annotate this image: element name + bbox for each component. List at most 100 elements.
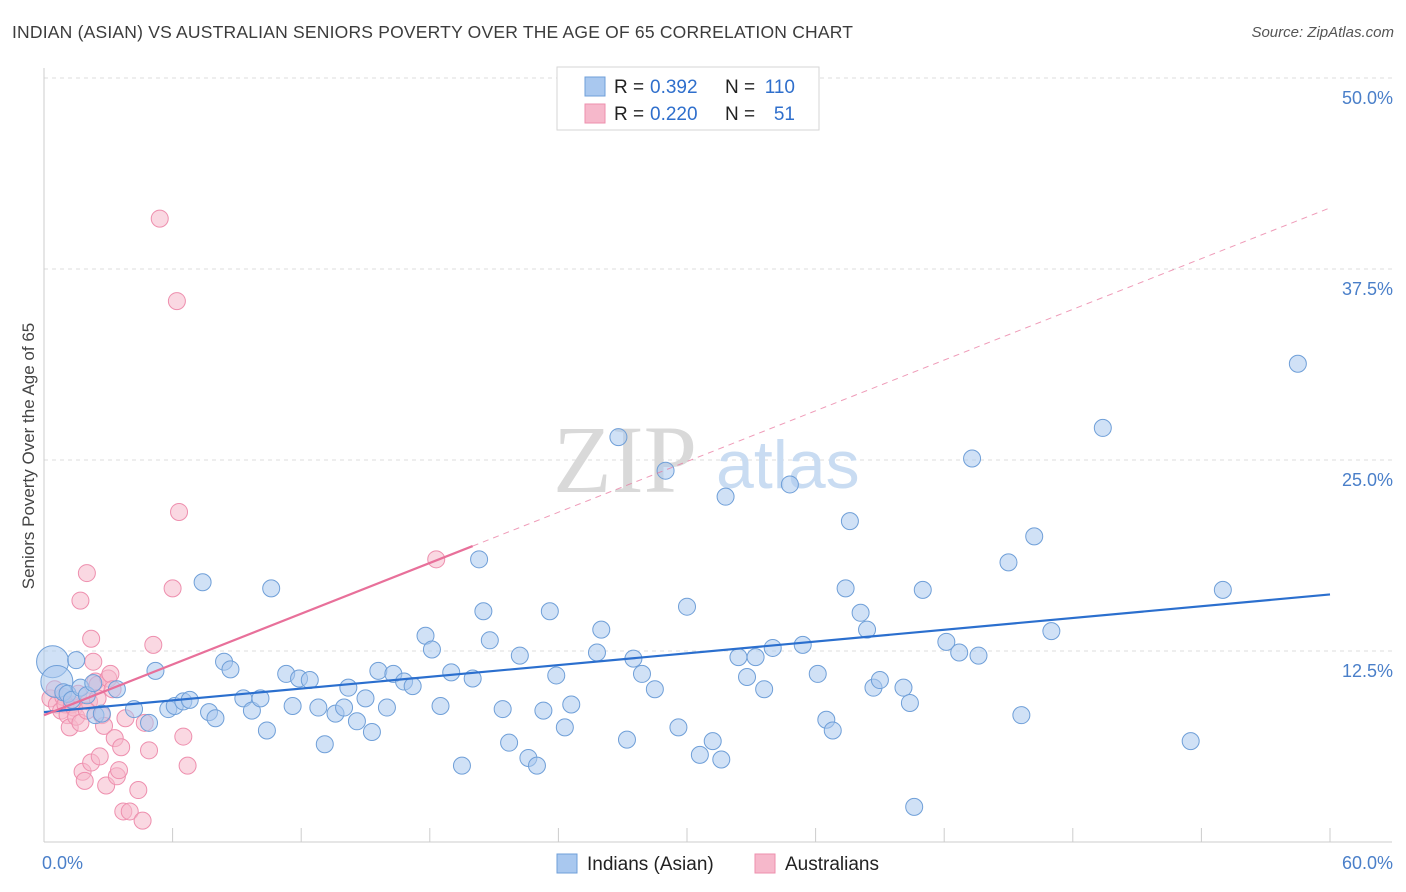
indian-point bbox=[999, 553, 1018, 572]
indian-point bbox=[1213, 580, 1232, 599]
australian-point bbox=[150, 209, 169, 228]
indian-point bbox=[67, 651, 86, 670]
indian-point bbox=[716, 487, 735, 506]
bottom-legend-label-indians: Indians (Asian) bbox=[587, 854, 714, 875]
indian-point bbox=[251, 689, 270, 708]
legend-r-label-2: R = bbox=[614, 104, 644, 125]
x-tick-label-min: 0.0% bbox=[42, 853, 83, 873]
watermark-zip: ZIP bbox=[553, 406, 697, 513]
indian-point bbox=[442, 663, 461, 682]
indian-point bbox=[793, 635, 812, 654]
indian-point bbox=[894, 678, 913, 697]
bottom-legend-label-australians: Australians bbox=[785, 854, 879, 875]
australian-point bbox=[112, 738, 131, 757]
indian-point bbox=[452, 756, 471, 775]
indian-point bbox=[913, 580, 932, 599]
indian-point bbox=[510, 646, 529, 665]
indian-point bbox=[1181, 732, 1200, 751]
indian-point bbox=[1288, 354, 1307, 373]
legend-n-label-2: N = bbox=[725, 104, 755, 125]
series-legend: Indians (Asian) Australians bbox=[556, 853, 879, 875]
indian-point bbox=[403, 677, 422, 696]
legend-r-value-1: 0.392 bbox=[650, 77, 698, 98]
indian-point bbox=[840, 512, 859, 531]
indian-point bbox=[823, 721, 842, 740]
indian-point bbox=[729, 648, 748, 667]
indian-point bbox=[712, 750, 731, 769]
legend-n-value-1: 110 bbox=[765, 77, 795, 98]
australians-trend-line bbox=[43, 545, 474, 717]
indian-point bbox=[645, 680, 664, 699]
indian-point bbox=[431, 697, 450, 716]
indian-point bbox=[617, 730, 636, 749]
y-tick-label-25: 25.0% bbox=[1342, 470, 1393, 490]
legend-swatch-blue bbox=[584, 76, 606, 97]
indians-points bbox=[36, 354, 1307, 816]
indian-point bbox=[703, 732, 722, 751]
indian-point bbox=[480, 631, 499, 650]
indian-point bbox=[283, 697, 302, 716]
indian-point bbox=[808, 664, 827, 683]
australian-point bbox=[75, 771, 94, 790]
australian-point bbox=[133, 811, 152, 830]
indian-point bbox=[242, 701, 261, 720]
indian-point bbox=[540, 602, 559, 621]
australian-point bbox=[90, 747, 109, 766]
indian-point bbox=[763, 638, 782, 657]
legend-swatch-pink bbox=[584, 103, 606, 124]
indian-point bbox=[738, 667, 757, 686]
indian-point bbox=[1025, 527, 1044, 546]
indian-point bbox=[587, 643, 606, 662]
indian-point bbox=[562, 695, 581, 714]
y-axis-title: Seniors Poverty Over the Age of 65 bbox=[19, 323, 38, 589]
indian-point bbox=[870, 671, 889, 690]
australian-point bbox=[82, 629, 101, 648]
y-tick-label-12-5: 12.5% bbox=[1342, 661, 1393, 681]
indian-point bbox=[592, 620, 611, 639]
legend-r-label-1: R = bbox=[614, 77, 644, 98]
bottom-legend-swatch-indians bbox=[556, 853, 578, 874]
indian-point bbox=[555, 718, 574, 737]
indian-point bbox=[470, 550, 489, 569]
indian-point bbox=[474, 602, 493, 621]
australian-point bbox=[167, 292, 186, 311]
indian-point bbox=[221, 660, 240, 679]
correlation-legend: R = 0.392 N = 110 R = 0.220 N = 51 bbox=[556, 66, 820, 131]
australian-point bbox=[163, 579, 182, 598]
indian-point bbox=[527, 756, 546, 775]
indian-point bbox=[755, 680, 774, 699]
indian-point bbox=[262, 579, 281, 598]
indian-point bbox=[656, 461, 675, 480]
indian-point bbox=[339, 678, 358, 697]
australian-point bbox=[84, 652, 103, 671]
indian-point bbox=[92, 704, 111, 723]
indian-point bbox=[335, 698, 354, 717]
australian-point bbox=[77, 564, 96, 583]
indian-point bbox=[1042, 622, 1061, 641]
indian-point bbox=[369, 661, 388, 680]
indian-point bbox=[377, 698, 396, 717]
indian-point bbox=[678, 597, 696, 616]
indian-point bbox=[1012, 706, 1031, 725]
y-tick-label-50: 50.0% bbox=[1342, 88, 1393, 108]
australian-point bbox=[144, 635, 163, 654]
indian-point bbox=[900, 693, 919, 712]
indian-point bbox=[140, 713, 159, 732]
indian-point bbox=[632, 664, 651, 683]
trend-lines bbox=[43, 207, 1331, 717]
chart-title: INDIAN (ASIAN) VS AUSTRALIAN SENIORS POV… bbox=[12, 22, 854, 42]
australian-point bbox=[174, 727, 193, 746]
australian-point bbox=[120, 802, 139, 821]
indian-point bbox=[905, 797, 924, 816]
bottom-legend-swatch-australians bbox=[754, 853, 776, 874]
legend-r-value-2: 0.220 bbox=[650, 104, 698, 125]
indians-trend-line bbox=[43, 593, 1331, 714]
x-axis-ticks bbox=[172, 828, 1331, 842]
australian-point bbox=[71, 591, 90, 610]
x-tick-label-max: 60.0% bbox=[1342, 853, 1393, 873]
indian-point bbox=[362, 722, 381, 741]
indian-point bbox=[746, 648, 765, 667]
indian-point bbox=[193, 573, 212, 592]
indian-point bbox=[309, 698, 328, 717]
